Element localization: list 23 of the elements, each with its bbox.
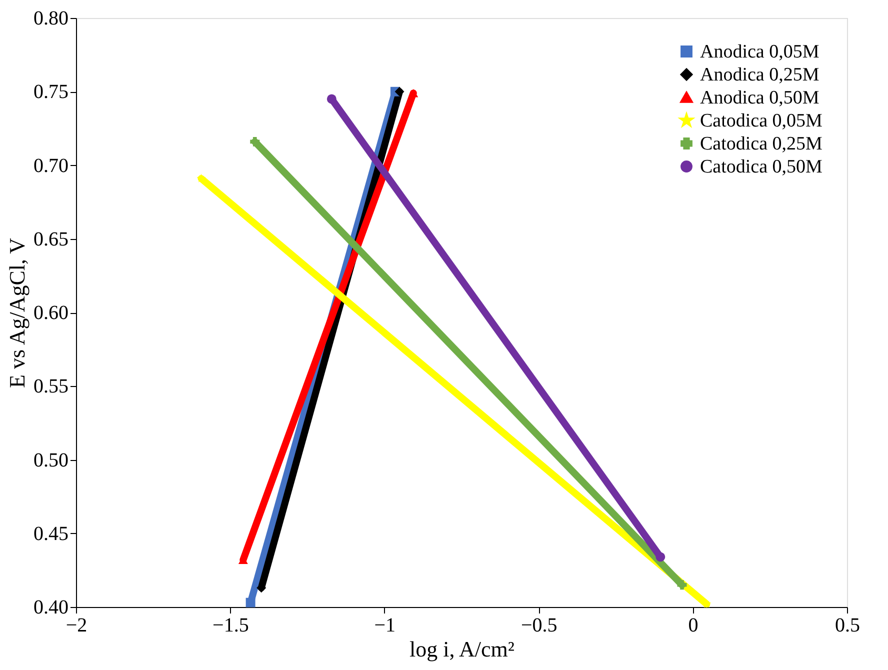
x-tick-label: 0	[688, 614, 698, 636]
x-tick-label: −1.5	[212, 614, 249, 636]
legend-label: Anodica 0,25M	[700, 64, 820, 86]
y-tick-label: 0.80	[34, 8, 68, 30]
x-tick-label: −0.5	[520, 614, 558, 636]
x-axis-title: log i, A/cm²	[410, 636, 515, 662]
y-tick-label: 0.55	[34, 376, 68, 398]
legend-label: Catodica 0,25M	[700, 134, 823, 154]
legend-label: Anodica 0,05M	[700, 42, 820, 62]
y-tick-label: 0.70	[34, 154, 68, 177]
legend-label: Catodica 0,50M	[700, 156, 823, 178]
x-tick-label: −1	[374, 614, 396, 636]
y-tick-label: 0.60	[34, 302, 68, 324]
legend-label: Anodica 0,50M	[700, 88, 820, 108]
y-tick-label: 0.50	[34, 449, 68, 472]
x-tick-label: 0.5	[835, 614, 860, 636]
y-tick-label: 0.65	[34, 228, 68, 250]
y-tick-label: 0.45	[34, 522, 68, 545]
y-axis-title: E vs Ag/AgCl, V	[4, 238, 30, 388]
y-tick-label: 0.40	[34, 596, 68, 618]
legend-label: Catodica 0,05M	[700, 110, 823, 132]
y-tick-label: 0.75	[34, 81, 68, 104]
x-tick-label: −2	[66, 614, 88, 636]
